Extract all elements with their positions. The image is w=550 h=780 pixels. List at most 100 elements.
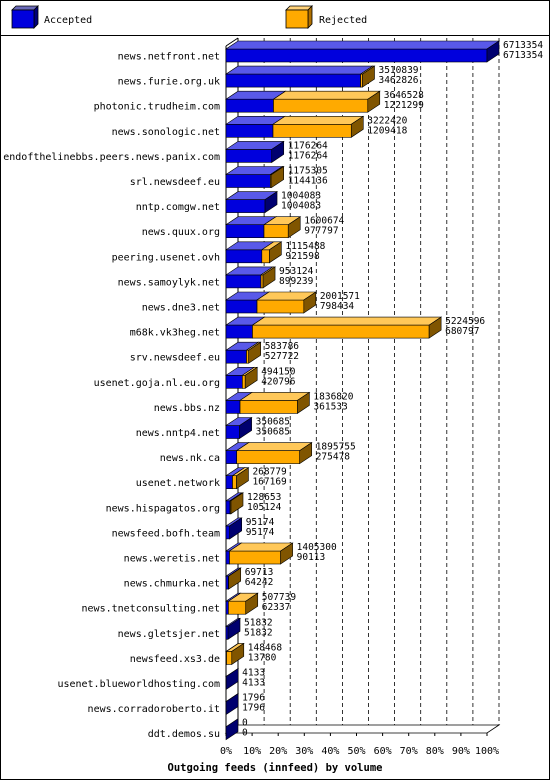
value-label-accepted: 64242 xyxy=(245,577,274,588)
bar-accepted xyxy=(225,617,242,640)
category-label: news.corradoroberto.it xyxy=(88,704,220,715)
category-label: usenet.goja.nl.eu.org xyxy=(94,378,220,389)
category-label: photonic.trudheim.com xyxy=(94,102,220,113)
bar-accepted xyxy=(225,693,240,716)
value-label-accepted: 1144136 xyxy=(288,176,328,187)
value-label-accepted: 13780 xyxy=(248,652,277,663)
bar-rejected xyxy=(245,341,262,364)
value-label-accepted: 1176264 xyxy=(288,150,328,161)
category-label: news.hispagatos.org xyxy=(106,503,220,514)
x-axis-floor xyxy=(224,724,501,734)
value-label-accepted: 167169 xyxy=(252,477,287,488)
value-label-offered: 953124 xyxy=(279,266,314,277)
category-label: news.chmurka.net xyxy=(124,579,220,590)
bar-accepted xyxy=(225,191,279,214)
bar-accepted xyxy=(225,517,243,540)
legend-swatch-accepted xyxy=(11,9,35,29)
value-label-accepted: 275478 xyxy=(316,452,351,463)
value-label-offered: 1836820 xyxy=(313,391,353,402)
bar-rejected xyxy=(229,492,244,515)
grid-lines xyxy=(263,38,500,725)
bar-rejected xyxy=(228,542,294,565)
category-label: news.weretis.net xyxy=(124,554,220,565)
legend-swatch-rejected xyxy=(285,9,309,29)
legend-accepted: Accepted xyxy=(11,5,92,29)
value-label-offered: 148468 xyxy=(248,642,283,653)
value-label-offered: 507739 xyxy=(262,592,297,603)
value-label-accepted: 921598 xyxy=(285,251,320,262)
value-label-accepted: 420796 xyxy=(261,376,296,387)
value-label-offered: 95174 xyxy=(246,517,275,528)
bar-rejected xyxy=(239,391,311,414)
bar-rejected xyxy=(359,65,376,88)
value-label-accepted: 680797 xyxy=(445,326,479,337)
axis-corner xyxy=(225,37,239,47)
x-tick-label: 50% xyxy=(347,746,365,757)
category-label: news.samoylyk.net xyxy=(118,277,220,288)
category-label: endofthelinebbs.peers.news.panix.com xyxy=(3,152,220,163)
bar-rejected xyxy=(225,642,245,665)
bar-rejected xyxy=(231,467,250,490)
bar-rejected xyxy=(227,567,242,590)
bar-rejected xyxy=(251,316,443,339)
value-label-accepted: 6713354 xyxy=(503,50,543,61)
value-label-accepted: 90113 xyxy=(297,552,326,563)
bar-accepted xyxy=(225,416,253,440)
x-tick-label: 90% xyxy=(452,746,470,757)
category-label: ddt.demos.su xyxy=(148,729,220,740)
x-tick-label: 100% xyxy=(475,746,499,757)
category-label: news.gletsjer.net xyxy=(118,629,220,640)
legend-label-rejected: Rejected xyxy=(319,15,367,26)
value-label-offered: 2001571 xyxy=(320,291,360,302)
value-label-accepted: 105124 xyxy=(247,502,282,513)
value-label-accepted: 1209418 xyxy=(367,125,407,136)
category-label: newsfeed.bofh.team xyxy=(112,528,220,539)
value-label-offered: 51832 xyxy=(244,617,273,628)
value-label-offered: 583786 xyxy=(265,341,300,352)
bar-accepted xyxy=(225,165,284,189)
bar-rejected xyxy=(227,592,259,615)
value-label-accepted: 527722 xyxy=(265,351,299,362)
category-label: news.dne3.net xyxy=(142,303,220,314)
value-label-accepted: 899239 xyxy=(279,276,314,287)
value-label-accepted: 0 xyxy=(242,728,248,739)
value-label-offered: 1115488 xyxy=(285,241,325,252)
value-label-offered: 3510839 xyxy=(378,65,418,76)
value-label-accepted: 51832 xyxy=(244,627,273,638)
bar-accepted xyxy=(225,140,285,163)
value-label-offered: 5224596 xyxy=(445,316,485,327)
category-label: news.bbs.nz xyxy=(154,403,220,414)
x-axis-label: Outgoing feeds (innfeed) by volume xyxy=(168,762,383,774)
bar-accepted xyxy=(225,667,240,691)
value-label-accepted: 3462826 xyxy=(378,75,418,86)
category-label: news.sonologic.net xyxy=(112,127,220,138)
category-label: news.tnetconsulting.net xyxy=(82,604,220,615)
bar-rejected xyxy=(241,366,259,389)
x-tick-label: 0% xyxy=(220,746,232,757)
value-label-offered: 494150 xyxy=(261,366,296,377)
value-label-offered: 1600674 xyxy=(304,216,344,227)
category-label: srl.newsdeef.eu xyxy=(130,177,220,188)
value-label-accepted: 361533 xyxy=(313,401,347,412)
value-label-offered: 69713 xyxy=(245,567,274,578)
legend-rejected: Rejected xyxy=(285,5,367,29)
bar-series xyxy=(225,40,500,741)
value-label-offered: 6713354 xyxy=(503,40,543,51)
bar-rejected xyxy=(256,291,317,314)
bar-accepted xyxy=(225,65,374,88)
x-tick-label: 30% xyxy=(295,746,313,757)
category-label: news.furie.org.uk xyxy=(118,77,220,88)
value-label-accepted: 95174 xyxy=(246,527,275,538)
category-label: newsfeed.xs3.de xyxy=(130,654,220,665)
value-label-offered: 1895755 xyxy=(316,442,356,453)
value-label-offered: 350685 xyxy=(256,417,290,428)
value-label-offered: 268779 xyxy=(252,467,287,478)
value-label-offered: 1175305 xyxy=(288,166,328,177)
category-label: news.nk.ca xyxy=(160,453,220,464)
bar-accepted xyxy=(225,115,287,138)
bar-rejected xyxy=(263,216,302,239)
value-label-offered: 3222420 xyxy=(367,115,407,126)
bar-rejected xyxy=(269,165,285,189)
